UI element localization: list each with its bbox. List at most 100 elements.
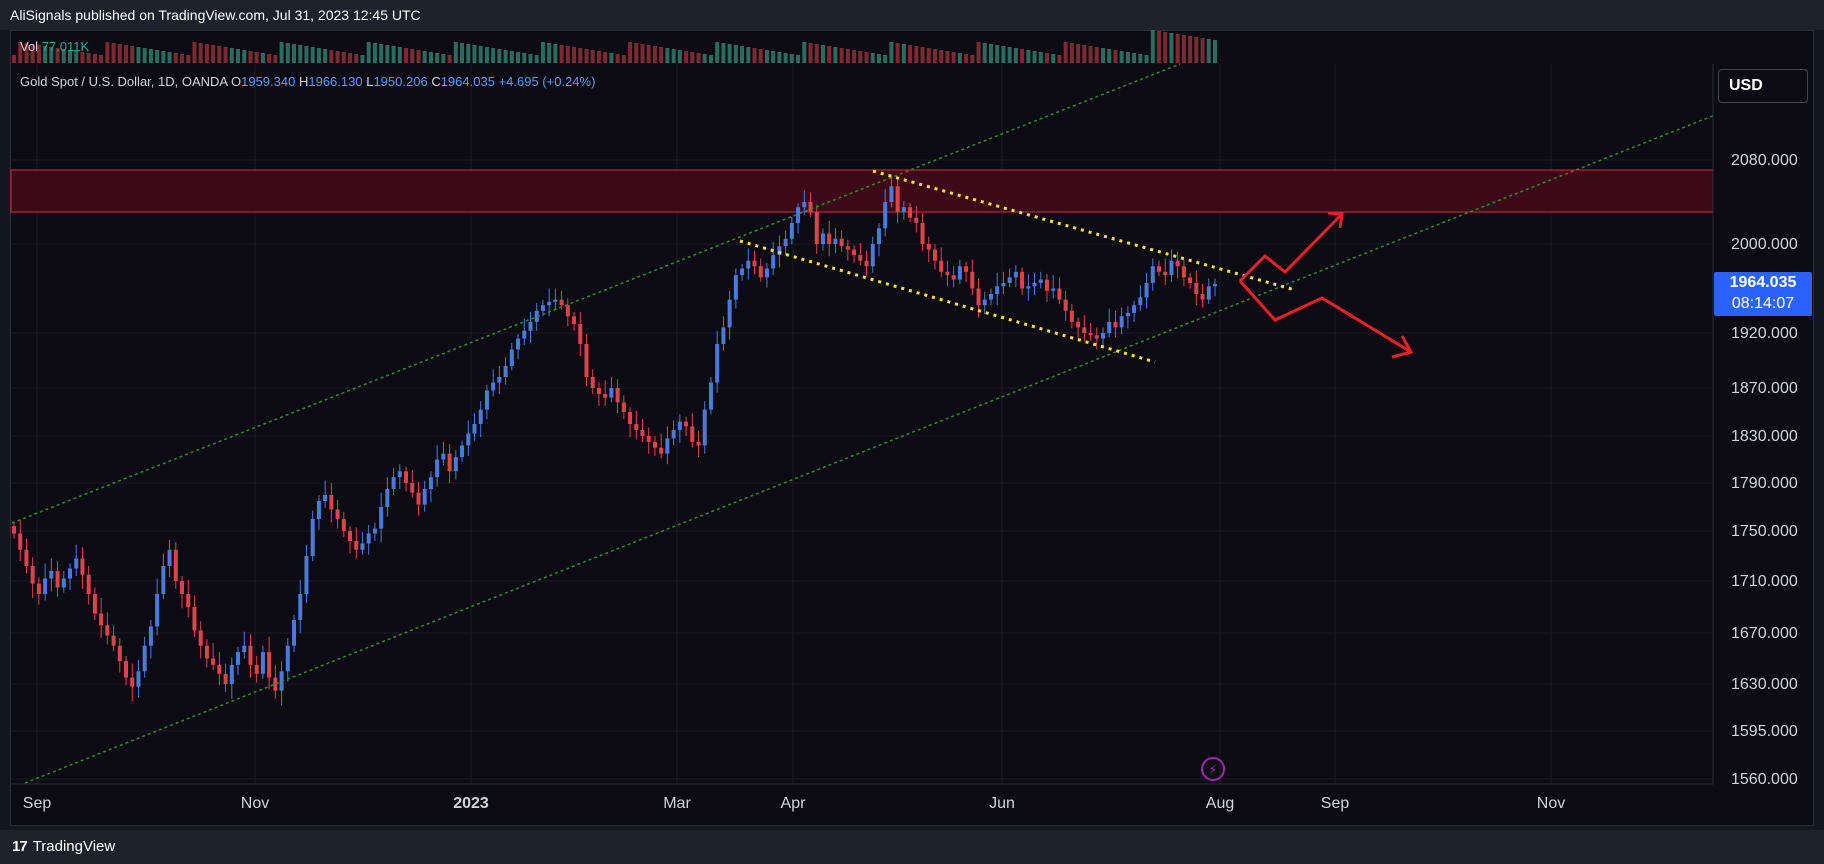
volume-bar — [516, 52, 521, 63]
volume-bar — [341, 52, 346, 63]
volume-bar — [136, 47, 141, 63]
volume-bar — [572, 47, 577, 63]
candle-body — [1213, 284, 1217, 287]
volume-bar — [547, 43, 552, 63]
bearish-arrowhead — [1391, 335, 1414, 359]
candle-body — [254, 664, 259, 674]
volume-bar — [404, 48, 409, 63]
volume-bar — [1200, 38, 1205, 63]
candle-body — [1057, 288, 1062, 300]
candle-body — [161, 566, 166, 594]
volume-bar — [522, 53, 527, 63]
candle-body — [721, 327, 726, 344]
volume-bar — [640, 44, 645, 63]
candle-body — [901, 207, 906, 213]
candle-body — [908, 207, 913, 218]
candle-body — [976, 288, 981, 306]
candle-body — [1051, 288, 1056, 291]
volume-bar — [1088, 46, 1093, 63]
volume-bar — [428, 52, 433, 63]
candle-body — [1069, 310, 1074, 322]
chart-panel[interactable] — [10, 30, 1814, 826]
candle-body — [883, 202, 888, 229]
candle-body — [889, 186, 894, 202]
volume-bar — [397, 47, 402, 63]
volume-bar — [740, 46, 745, 63]
candle-body — [472, 424, 477, 434]
bullish-path-arrow — [1238, 212, 1344, 283]
candle-body — [684, 421, 689, 427]
candle-body — [49, 571, 54, 579]
candle-body — [578, 324, 583, 344]
time-axis[interactable]: Sep Nov 2023 Mar Apr Jun Aug Sep Nov — [23, 795, 1565, 812]
candle-body — [914, 217, 919, 223]
price-axis[interactable]: 2080.000 2000.000 1920.000 1870.000 1830.000… — [1731, 152, 1798, 788]
tradingview-logo[interactable]: 17 TradingView — [12, 830, 115, 864]
candle-body — [497, 377, 502, 383]
currency-button[interactable]: USD — [1718, 69, 1808, 103]
volume-bar — [827, 46, 832, 63]
volume-bar — [236, 49, 241, 63]
bearish-path-arrow — [1238, 279, 1412, 354]
volume-bar — [814, 44, 819, 63]
volume-bar — [895, 43, 900, 63]
volume-bar — [777, 52, 782, 63]
candle-body — [740, 268, 745, 276]
volume-bar — [460, 43, 465, 63]
volume-bar — [497, 49, 502, 63]
volume-bar — [789, 54, 794, 63]
volume-bar — [229, 48, 234, 63]
candle-body — [260, 652, 265, 674]
candle-body — [24, 549, 29, 566]
volume-bar — [771, 51, 776, 63]
volume-bar — [1132, 53, 1137, 63]
lightning-icon[interactable] — [1201, 757, 1225, 781]
wedge-upper-line — [872, 169, 1296, 292]
volume-bar — [316, 48, 321, 63]
volume-bar — [1032, 51, 1037, 63]
change-value: +4.695 (+0.24%) — [498, 74, 596, 89]
chart-grid — [11, 64, 1713, 784]
price-tick-label: 1710.000 — [1731, 573, 1798, 590]
volume-bar — [30, 44, 35, 63]
volume-bar — [1169, 33, 1174, 63]
candle-body — [329, 495, 334, 510]
volume-bar — [124, 45, 129, 63]
candle-body — [547, 301, 552, 306]
volume-bar — [167, 52, 172, 63]
volume-bar — [173, 53, 178, 63]
candle-body — [173, 549, 178, 581]
close-value: 1964.035 — [440, 74, 495, 89]
volume-bar — [385, 45, 390, 63]
candle-body — [335, 509, 340, 519]
candle-body — [1156, 266, 1161, 272]
candle-body — [460, 445, 465, 458]
volume-bar — [920, 47, 925, 63]
candle-body — [360, 543, 365, 550]
candle-body — [130, 677, 135, 687]
candle-body — [970, 271, 975, 289]
candle-body — [895, 186, 900, 213]
candle-body — [136, 671, 141, 687]
candle-body — [236, 652, 241, 665]
candle-body — [204, 645, 209, 659]
symbol-description[interactable]: Gold Spot / U.S. Dollar, 1D, OANDA — [20, 74, 228, 89]
candle-body — [55, 571, 60, 588]
candle-body — [124, 661, 129, 678]
candle-body — [18, 533, 23, 550]
last-price: 1964.035 — [1729, 274, 1797, 291]
candle-body — [1125, 312, 1130, 317]
candle-body — [410, 483, 415, 493]
volume-bar — [360, 55, 365, 63]
candle-body — [870, 244, 875, 267]
volume-bar — [1213, 40, 1217, 63]
candle-body — [540, 305, 545, 311]
volume-bar — [1063, 42, 1068, 63]
volume-bar — [1107, 49, 1112, 63]
time-tick-label: Aug — [1206, 795, 1234, 812]
candle-body — [758, 266, 763, 278]
time-tick-label: Nov — [1537, 795, 1565, 812]
candle-body — [68, 568, 73, 579]
candle-body — [491, 382, 496, 391]
